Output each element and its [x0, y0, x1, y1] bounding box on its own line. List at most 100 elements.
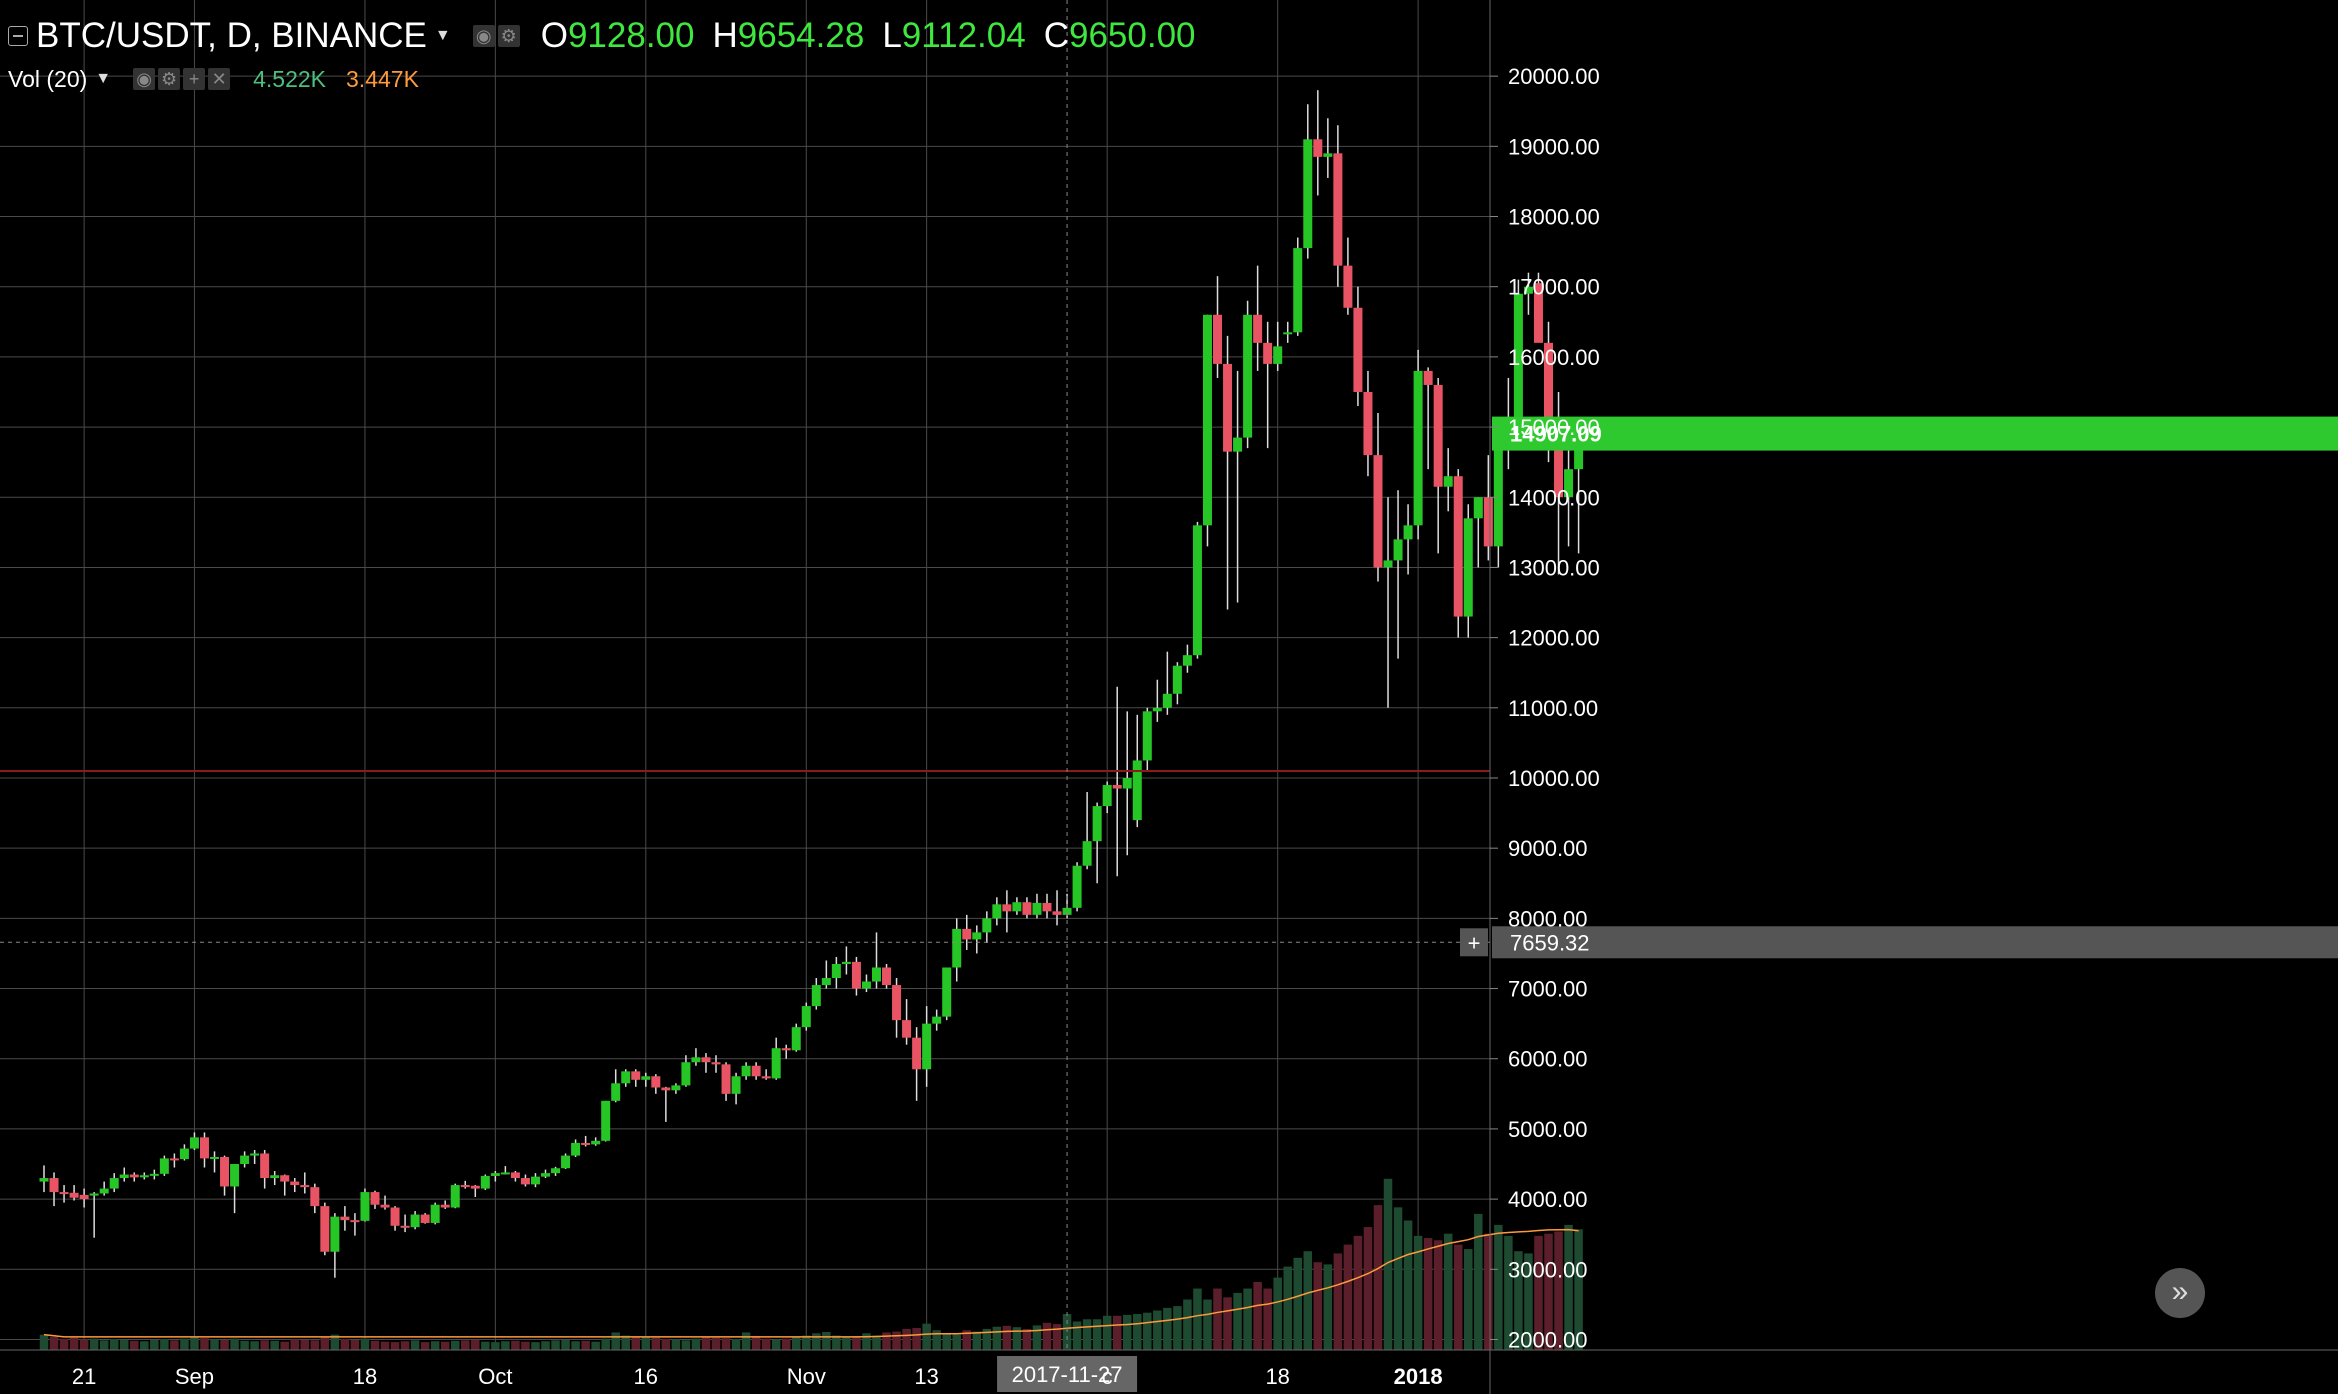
volume-bar	[962, 1330, 972, 1350]
volume-ma-line	[43, 1228, 1579, 1338]
candle-body	[1213, 314, 1223, 364]
volume-bar	[1514, 1251, 1523, 1350]
volume-bar	[902, 1328, 911, 1350]
volume-bar	[1443, 1233, 1453, 1350]
volume-bar	[1403, 1220, 1413, 1350]
candle-body	[250, 1153, 260, 1156]
close-icon[interactable]: ✕	[208, 68, 231, 90]
volume-bar	[892, 1331, 901, 1350]
high-label: H	[712, 16, 738, 55]
eye-icon[interactable]: ◉	[133, 68, 156, 90]
candle-body	[1383, 560, 1393, 568]
candle-body	[450, 1185, 460, 1208]
x-tick-label: 2018	[1394, 1364, 1443, 1389]
volume-bar	[922, 1323, 931, 1350]
candle-body	[1463, 518, 1473, 617]
candle-body	[280, 1175, 290, 1182]
volume-bar	[280, 1341, 289, 1350]
candle-body	[1142, 711, 1152, 761]
volume-bar	[49, 1336, 59, 1350]
candle-body	[240, 1155, 250, 1165]
volume-bar	[1373, 1205, 1383, 1350]
symbol-title[interactable]: BTC/USDT, D, BINANCE	[36, 16, 427, 55]
plus-icon[interactable]: +	[183, 68, 206, 90]
candle-body	[330, 1216, 340, 1252]
candle-body	[1032, 902, 1042, 915]
candle-body	[1042, 902, 1052, 912]
y-tick-label: 15000.00	[1508, 415, 1600, 440]
volume-bar	[1263, 1288, 1272, 1350]
candle-body	[1323, 153, 1333, 157]
candle-body	[119, 1174, 129, 1179]
volume-bar	[1574, 1229, 1583, 1350]
volume-bar	[1413, 1235, 1423, 1350]
volume-bar	[1193, 1288, 1202, 1350]
candle-body	[1413, 370, 1423, 526]
volume-bar	[1102, 1315, 1112, 1350]
candle-body	[771, 1048, 781, 1079]
candle-body	[1373, 455, 1383, 568]
candle-body	[1353, 307, 1363, 392]
candle-body	[1333, 153, 1343, 266]
crosshair-plus-box	[1460, 928, 1488, 957]
candle-body	[561, 1155, 571, 1169]
chevron-down-icon[interactable]: ▼	[95, 70, 112, 87]
candle-body	[661, 1087, 671, 1091]
candle-body	[220, 1156, 230, 1187]
volume-bar	[1002, 1325, 1012, 1350]
volume-bar	[450, 1340, 460, 1350]
volume-bar	[781, 1338, 791, 1350]
scroll-to-realtime-button[interactable]: »	[2155, 1268, 2205, 1318]
volume-bar	[210, 1339, 219, 1350]
candle-body	[1493, 434, 1503, 547]
volume-bar	[190, 1336, 199, 1350]
y-tick-label: 11000.00	[1508, 696, 1598, 721]
y-tick-label: 7000.00	[1508, 977, 1588, 1002]
candle-body	[1112, 785, 1122, 789]
y-tick-label: 8000.00	[1508, 906, 1588, 931]
close-label: C	[1043, 16, 1069, 55]
candle-body	[711, 1062, 721, 1065]
collapse-icon[interactable]	[8, 26, 28, 46]
y-tick-label: 9000.00	[1508, 836, 1588, 861]
x-tick-label: 18	[1265, 1364, 1289, 1389]
candle-body	[69, 1192, 79, 1198]
candle-body	[129, 1174, 139, 1178]
volume-bar	[1143, 1312, 1152, 1350]
volume-bar	[1283, 1266, 1292, 1350]
volume-indicator-label[interactable]: Vol (20)	[8, 65, 88, 92]
candle-body	[892, 985, 902, 1021]
candlestick-series	[39, 90, 1584, 1278]
volume-bar	[1353, 1235, 1363, 1350]
volume-bar	[200, 1338, 209, 1350]
volume-bar	[330, 1334, 340, 1350]
candle-body	[1403, 525, 1413, 540]
volume-bar	[380, 1341, 390, 1350]
volume-bar	[150, 1339, 159, 1350]
candle-body	[440, 1204, 450, 1208]
gear-icon[interactable]: ⚙	[158, 68, 181, 90]
candle-body	[139, 1175, 149, 1178]
candle-body	[831, 963, 841, 979]
eye-icon[interactable]: ◉	[472, 25, 495, 47]
y-tick-label: 12000.00	[1508, 626, 1600, 651]
volume-bar	[521, 1341, 530, 1350]
candle-body	[932, 1016, 942, 1024]
candle-body	[1223, 363, 1233, 452]
candle-body	[841, 961, 851, 964]
volume-bar	[621, 1335, 630, 1350]
candle-body	[199, 1137, 209, 1159]
volume-bar	[771, 1339, 781, 1350]
volume-bar	[711, 1337, 721, 1350]
volume-bar	[1273, 1277, 1282, 1350]
candle-body	[169, 1158, 179, 1161]
chevron-down-icon[interactable]: ▼	[434, 27, 451, 44]
gear-icon[interactable]: ⚙	[497, 25, 520, 47]
low-label: L	[882, 16, 902, 55]
volume-bar	[1203, 1299, 1212, 1350]
candle-body	[59, 1192, 69, 1195]
volume-bar	[1333, 1253, 1343, 1350]
candle-body	[1423, 370, 1433, 385]
